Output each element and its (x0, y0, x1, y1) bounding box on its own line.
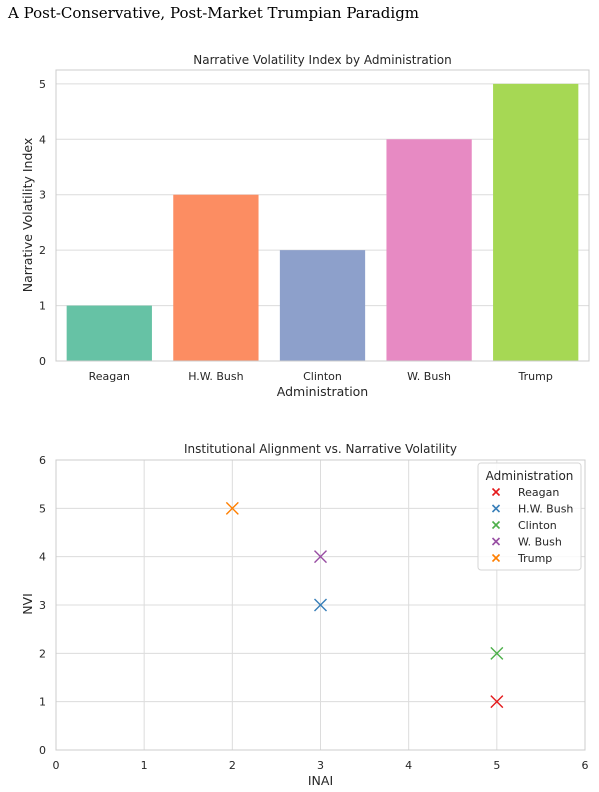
bar-chart-bar-reagan (66, 305, 152, 361)
scatter-chart-ytick-label: 2 (39, 647, 46, 660)
scatter-legend-marker-stroke (491, 553, 501, 563)
bar-chart-title: Narrative Volatility Index by Administra… (193, 53, 452, 67)
bar-chart-xtick-label: Trump (518, 370, 553, 383)
bar-chart-ytick-label: 2 (39, 244, 46, 257)
scatter-legend-label: Trump (517, 552, 552, 565)
scatter-legend-marker-stroke (491, 520, 501, 530)
bar-chart-xtick-label: Reagan (89, 370, 130, 383)
scatter-point-stroke (314, 550, 327, 564)
scatter-chart-xtick-label: 5 (493, 759, 500, 772)
scatter-legend-marker-stroke (491, 537, 501, 546)
scatter-chart-ylabel: NVI (20, 593, 35, 615)
scatter-chart-ytick-label: 5 (39, 502, 46, 515)
scatter-legend-title: Administration (486, 469, 574, 483)
scatter-point-stroke (225, 501, 239, 515)
scatter-chart-ytick-label: 6 (39, 454, 46, 467)
scatter-legend-box (477, 462, 582, 571)
scatter-chart-xtick-label: 2 (229, 759, 236, 772)
bar-chart-ytick-label: 4 (39, 133, 46, 146)
bar-chart-bar-trump (493, 83, 579, 361)
scatter-legend-label: W. Bush (518, 536, 562, 549)
scatter-chart-title: Institutional Alignment vs. Narrative Vo… (184, 442, 457, 456)
bar-chart-ytick-label: 1 (39, 300, 46, 313)
bar-chart: Narrative Volatility Index by Administra… (20, 53, 590, 399)
scatter-chart-xtick-label: 1 (141, 759, 148, 772)
page-title: A Post-Conservative, Post-Market Trumpia… (8, 4, 420, 22)
scatter-chart-frame (55, 459, 586, 751)
scatter-legend-marker-stroke (491, 504, 501, 513)
bar-chart-frame (55, 69, 590, 362)
scatter-point-h-w-bush (314, 598, 327, 612)
scatter-legend: Administration Reagan H.W. Bush Clinton W. B… (477, 462, 582, 571)
scatter-point-stroke (490, 695, 504, 709)
scatter-chart-xtick-label: 6 (582, 759, 589, 772)
bar-chart-xtick-label: W. Bush (407, 370, 451, 383)
scatter-legend-marker (491, 504, 501, 513)
scatter-chart-ytick-label: 4 (39, 551, 46, 564)
scatter-legend-marker (491, 487, 501, 497)
bar-chart-ytick-label: 5 (39, 78, 46, 91)
scatter-chart-xlabel: INAI (308, 773, 333, 788)
bar-chart-ylabel: Narrative Volatility Index (20, 138, 35, 293)
scatter-point-w-bush (314, 550, 327, 564)
bar-chart-xtick-label: H.W. Bush (188, 370, 243, 383)
scatter-chart: Institutional Alignment vs. Narrative Vo… (20, 442, 589, 788)
bar-chart-bar-w-bush (386, 139, 472, 361)
scatter-legend-label: Reagan (518, 486, 559, 499)
scatter-chart-xtick-label: 0 (53, 759, 60, 772)
bar-chart-xtick-label: Clinton (303, 370, 342, 383)
scatter-point-stroke (314, 598, 327, 612)
scatter-legend-marker (491, 520, 501, 530)
scatter-chart-ytick-label: 0 (39, 744, 46, 757)
scatter-point-trump (225, 501, 239, 515)
scatter-legend-label: Clinton (518, 519, 557, 532)
bar-chart-bar-h-w-bush (173, 194, 259, 361)
scatter-chart-ytick-label: 1 (39, 696, 46, 709)
scatter-legend-marker (491, 537, 501, 546)
scatter-legend-label: H.W. Bush (518, 503, 573, 516)
bar-chart-ytick-label: 0 (39, 355, 46, 368)
scatter-legend-marker (491, 553, 501, 563)
bar-chart-xlabel: Administration (277, 384, 368, 399)
scatter-chart-xtick-label: 4 (405, 759, 412, 772)
bar-chart-bar-clinton (279, 250, 366, 361)
scatter-point-clinton (490, 646, 504, 660)
bar-chart-ytick-label: 3 (39, 189, 46, 202)
scatter-point-reagan (490, 695, 504, 709)
scatter-point-stroke (490, 646, 504, 660)
scatter-chart-ytick-label: 3 (39, 599, 46, 612)
scatter-legend-marker-stroke (491, 487, 501, 497)
scatter-chart-xtick-label: 3 (317, 759, 324, 772)
